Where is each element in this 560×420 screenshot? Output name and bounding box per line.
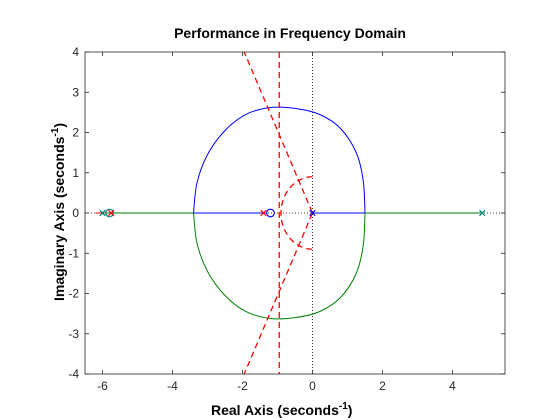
zero-marker: [105, 208, 114, 218]
y-tick-label: 1: [72, 166, 79, 180]
x-tick-label: 0: [309, 379, 316, 393]
plot-content: [85, 52, 505, 374]
y-tick-label: -4: [68, 367, 79, 381]
pole-marker: [479, 209, 486, 217]
x-tick-label: 2: [379, 379, 386, 393]
natural-frequency-arc: [280, 176, 313, 250]
damping-ray-upper: [243, 52, 314, 214]
y-axis-label: Imaginary Axis (seconds-1): [50, 123, 67, 301]
y-tick-label: 2: [72, 126, 79, 140]
x-tick-label: 4: [449, 379, 456, 393]
locus-branch: [193, 106, 366, 214]
y-tick-label: 4: [72, 45, 79, 59]
pole-marker: [309, 209, 316, 217]
pole-marker: [108, 209, 115, 217]
locus-branch: [193, 212, 366, 320]
plot-area: -6 -4 -2 0 2 4 -4 -3 -2 -1 0 1 2 3 4: [68, 45, 506, 393]
pole-marker: [260, 209, 267, 217]
x-tick-label: -2: [237, 379, 248, 393]
damping-ray-lower: [243, 212, 314, 374]
chart-title: Performance in Frequency Domain: [174, 25, 406, 41]
x-tick-label: -4: [167, 379, 178, 393]
y-tick-label: 0: [72, 206, 79, 220]
x-tick-label: -6: [97, 379, 108, 393]
zero-marker: [266, 208, 275, 218]
pole-marker: [99, 209, 106, 217]
y-tick-label: -3: [68, 327, 79, 341]
y-tick-label: -2: [68, 287, 79, 301]
y-tick-label: 3: [72, 85, 79, 99]
y-tick-label: -1: [68, 246, 79, 260]
x-axis-label: Real Axis (seconds-1): [211, 401, 352, 418]
